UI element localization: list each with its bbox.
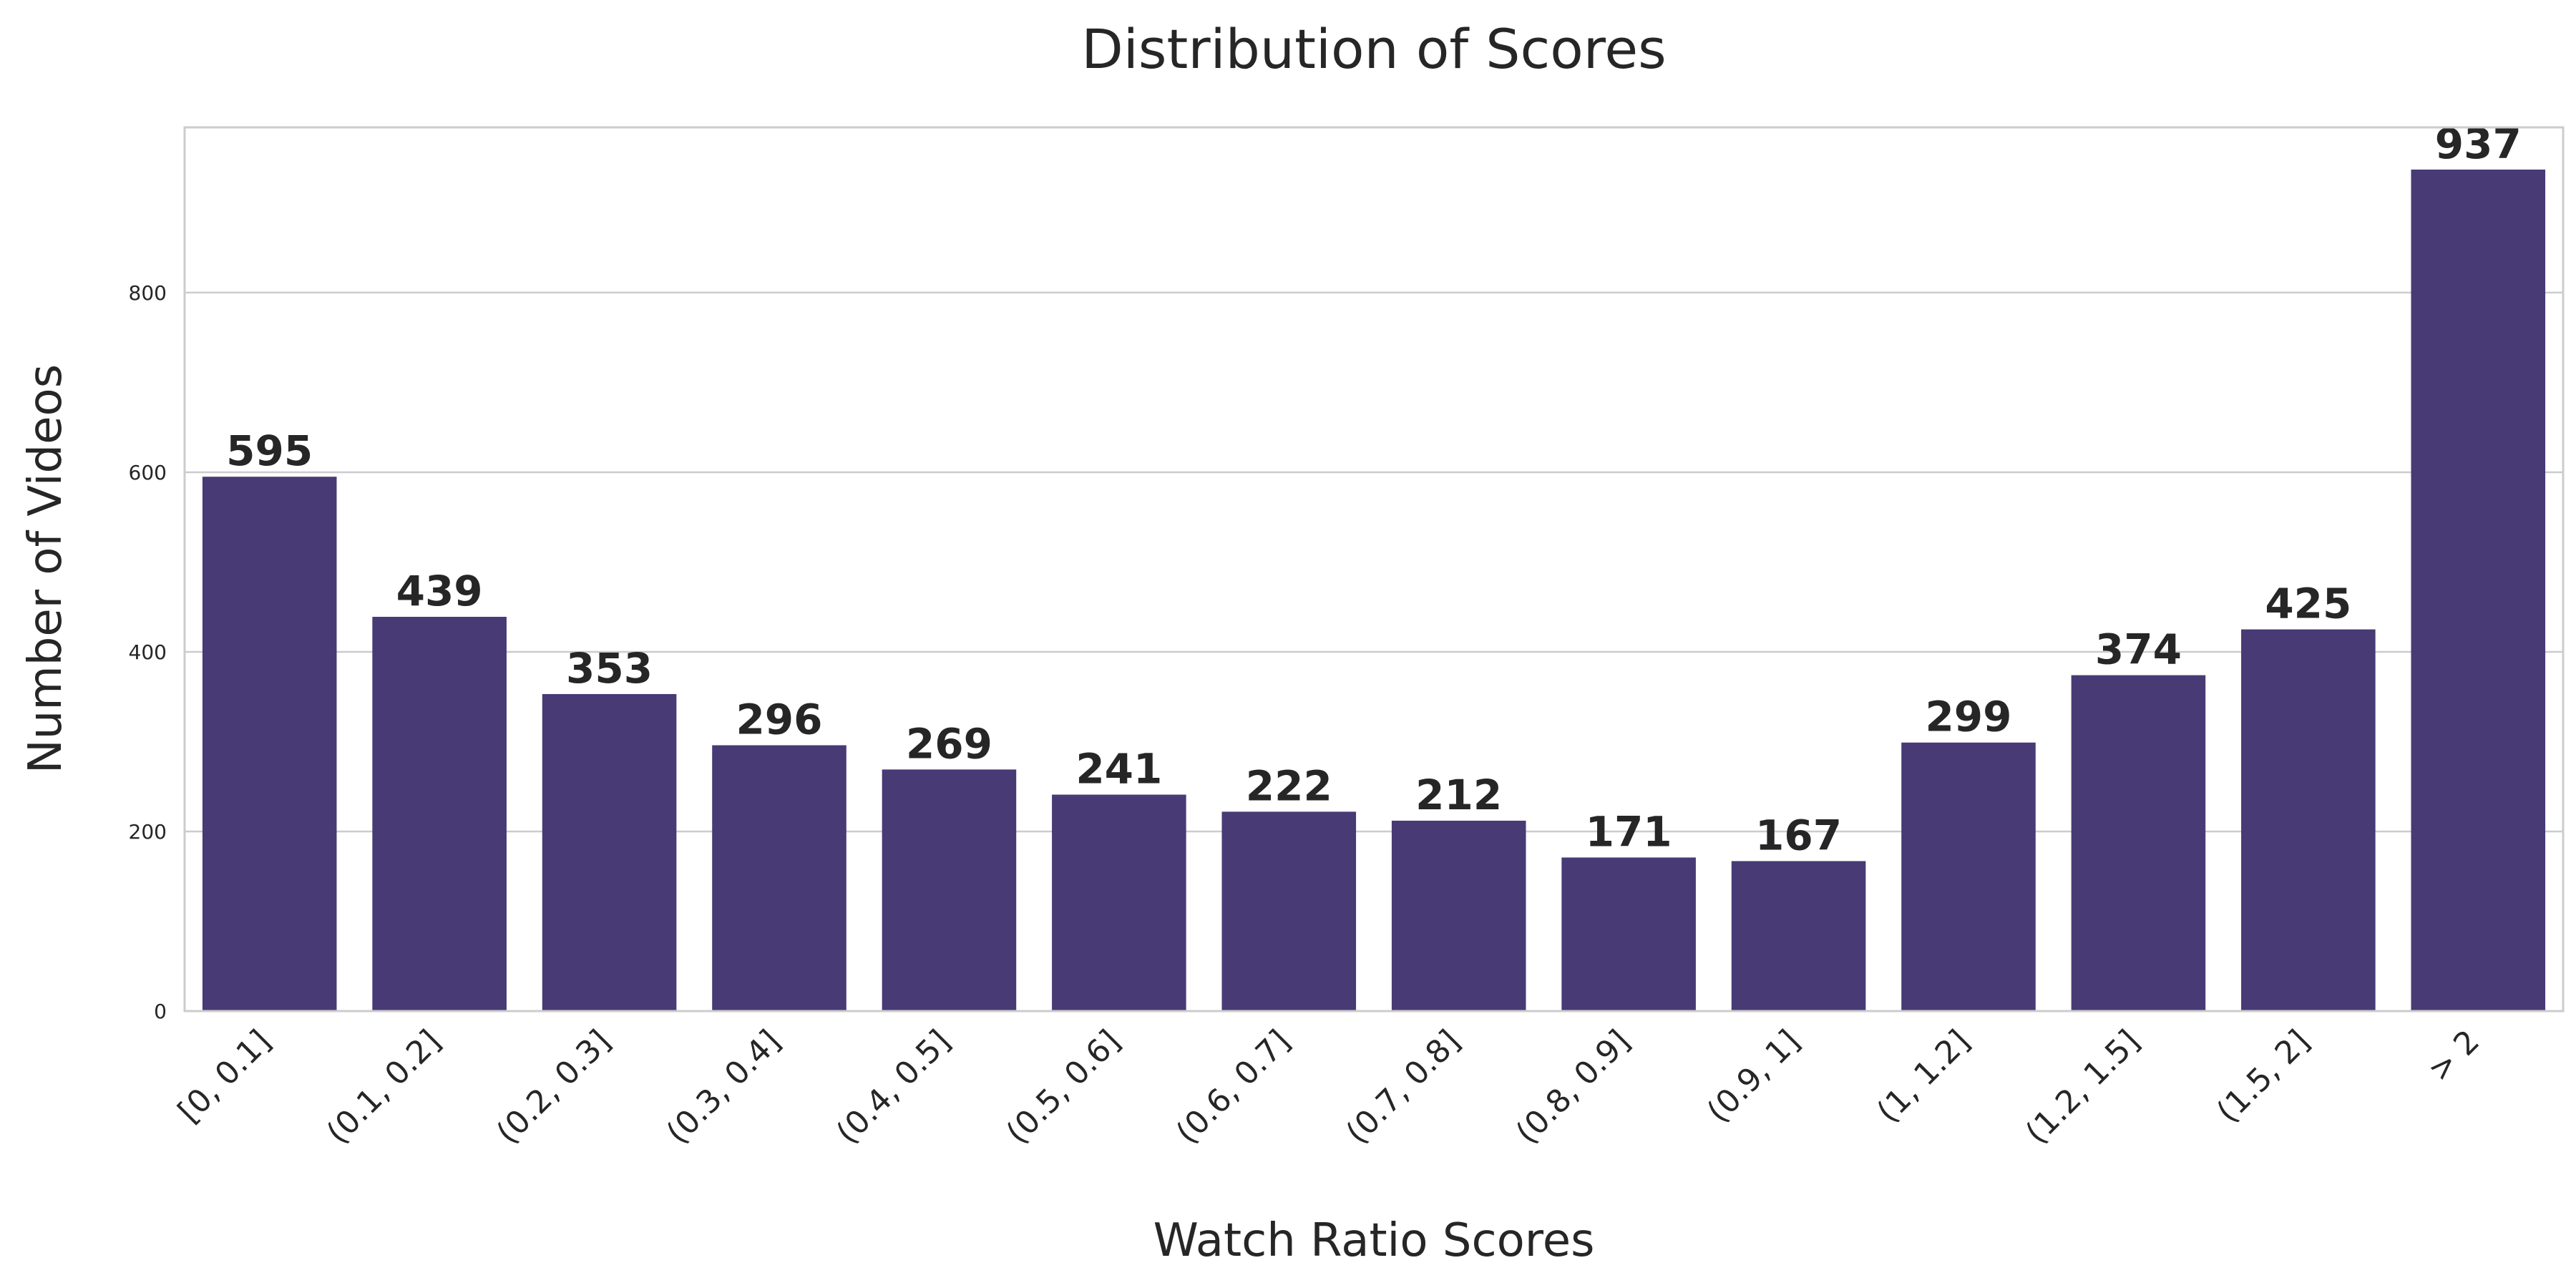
grid-lines xyxy=(185,291,2563,833)
bar-value-label: 299 xyxy=(1925,693,2011,741)
bar-value-label: 222 xyxy=(1246,761,1332,810)
bar xyxy=(1561,857,1696,1011)
chart-title: Distribution of Scores xyxy=(1081,17,1666,81)
bars xyxy=(202,169,2546,1012)
bar-value-label: 269 xyxy=(906,719,992,768)
x-tick-label: (0.6, 0.7] xyxy=(1169,1023,1297,1151)
bar xyxy=(202,477,337,1011)
bar-value-label: 171 xyxy=(1586,807,1672,856)
bar-value-label: 353 xyxy=(566,644,653,693)
bar xyxy=(2411,169,2546,1012)
bar xyxy=(1731,861,1866,1011)
bar xyxy=(542,693,677,1011)
x-tick-label: (0.8, 0.9] xyxy=(1509,1023,1637,1151)
y-tick-label: 0 xyxy=(154,1000,167,1023)
bar xyxy=(1901,742,2036,1011)
x-tick-label: (0.4, 0.5] xyxy=(829,1023,957,1151)
bar-value-label: 595 xyxy=(226,426,313,475)
plot-frame xyxy=(183,126,2565,1013)
x-tick-label: (0.3, 0.4] xyxy=(660,1023,788,1151)
bar xyxy=(1391,820,1526,1011)
bar-value-label: 425 xyxy=(2265,580,2351,628)
y-axis-label: Number of Videos xyxy=(19,364,72,774)
x-tick-label: (0.9, 1] xyxy=(1700,1023,1807,1130)
bar-value-label: 374 xyxy=(2095,625,2182,674)
y-axis-ticks: 0 200 400 600 800 xyxy=(129,281,167,1023)
bar-value-label: 241 xyxy=(1075,745,1162,794)
x-tick-label: (1, 1.2] xyxy=(1870,1023,1976,1130)
bar xyxy=(2241,629,2376,1011)
x-axis-ticks: [0, 0.1] (0.1, 0.2] (0.2, 0.3] (0.3, 0.4] (0… xyxy=(171,1023,2487,1151)
bar xyxy=(882,769,1017,1011)
x-tick-label: [0, 0.1] xyxy=(171,1023,278,1130)
x-tick-label: (1.2, 1.5] xyxy=(2019,1023,2147,1151)
bar-value-label: 296 xyxy=(736,695,822,743)
bar-value-label: 167 xyxy=(1755,811,1842,859)
x-tick-label: (1.5, 2] xyxy=(2210,1023,2316,1130)
x-tick-label: (0.1, 0.2] xyxy=(320,1023,448,1151)
x-tick-label: (0.2, 0.3] xyxy=(489,1023,618,1151)
y-tick-label: 200 xyxy=(129,820,167,844)
y-tick-label: 600 xyxy=(129,461,167,484)
bar xyxy=(372,617,507,1011)
x-tick-label: (0.5, 0.6] xyxy=(1000,1023,1128,1151)
x-tick-label: (0.7, 0.8] xyxy=(1339,1023,1467,1151)
bar xyxy=(1221,811,1357,1011)
x-tick-label: > 2 xyxy=(2421,1023,2487,1089)
bar xyxy=(1052,794,1186,1011)
y-tick-label: 800 xyxy=(129,281,167,305)
bar-value-label: 439 xyxy=(396,567,483,615)
y-tick-label: 400 xyxy=(129,640,167,664)
bar xyxy=(712,745,847,1011)
bar xyxy=(2071,675,2206,1011)
bar-value-label: 212 xyxy=(1415,771,1502,819)
x-axis-label: Watch Ratio Scores xyxy=(1153,1214,1595,1267)
